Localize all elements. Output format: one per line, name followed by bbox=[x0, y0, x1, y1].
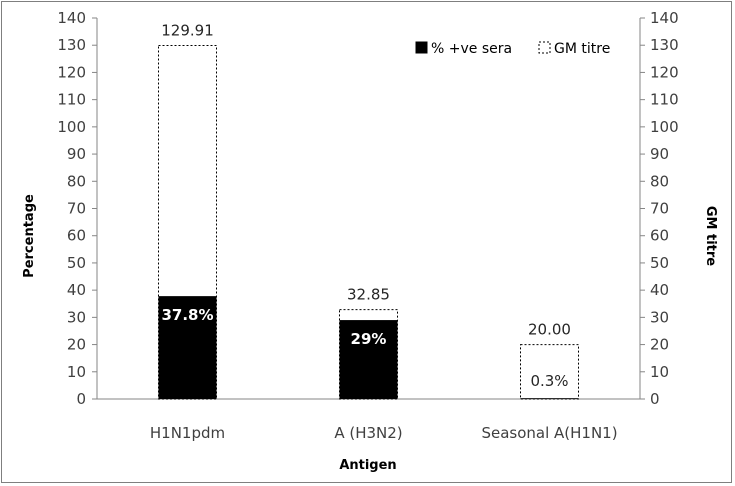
y2-tick-label: 80 bbox=[650, 172, 669, 190]
bar-label-gm-titre: 20.00 bbox=[528, 321, 571, 339]
y-tick-label: 10 bbox=[67, 363, 86, 381]
y2-tick-label: 10 bbox=[650, 363, 669, 381]
y2-tick-label: 120 bbox=[650, 63, 679, 81]
bar-label-positive-sera: 37.8% bbox=[161, 306, 213, 324]
y2-tick-label: 40 bbox=[650, 281, 669, 299]
x-tick-label: Seasonal A(H1N1) bbox=[481, 424, 617, 442]
bar-labels: 129.91 37.8% 32.85 29% 20.00 0.3% bbox=[161, 21, 571, 390]
y-tick-label: 120 bbox=[57, 63, 86, 81]
legend-swatch-positive-sera bbox=[415, 41, 428, 54]
y-tick-label: 110 bbox=[57, 91, 86, 109]
y-tick-label: 50 bbox=[67, 254, 86, 272]
y-tick-label: 80 bbox=[67, 172, 86, 190]
y2-tick-label: 60 bbox=[650, 227, 669, 245]
y2-tick-label: 100 bbox=[650, 118, 679, 136]
y2-tick-label: 0 bbox=[650, 390, 660, 408]
bar-positive-sera bbox=[158, 296, 217, 399]
y-tick-label: 40 bbox=[67, 281, 86, 299]
category-labels: H1N1pdm A (H3N2) Seasonal A(H1N1) bbox=[150, 424, 618, 442]
x-tick-label: H1N1pdm bbox=[150, 424, 225, 442]
y-tick-label: 70 bbox=[67, 200, 86, 218]
y2-tick-label: 70 bbox=[650, 200, 669, 218]
right-axis-ticks: 0 10 20 30 40 50 60 70 80 90 100 110 120 130 140 bbox=[640, 9, 679, 408]
bar-label-positive-sera: 0.3% bbox=[530, 372, 568, 390]
y-tick-label: 60 bbox=[67, 227, 86, 245]
x-axis-title: Antigen bbox=[339, 458, 396, 473]
y2-tick-label: 30 bbox=[650, 308, 669, 326]
bars bbox=[158, 44, 579, 400]
legend-label-positive-sera: % +ve sera bbox=[431, 41, 512, 57]
y-tick-label: 90 bbox=[67, 145, 86, 163]
y2-axis-title: GM titre bbox=[703, 206, 718, 266]
x-tick-label: A (H3N2) bbox=[334, 424, 402, 442]
y2-tick-label: 110 bbox=[650, 91, 679, 109]
y2-tick-label: 90 bbox=[650, 145, 669, 163]
bar-label-gm-titre: 129.91 bbox=[161, 21, 214, 39]
bar-positive-sera bbox=[520, 398, 579, 399]
y-axis-title: Percentage bbox=[22, 194, 37, 278]
bar-label-positive-sera: 29% bbox=[351, 330, 387, 348]
y2-tick-label: 130 bbox=[650, 36, 679, 54]
legend: % +ve sera GM titre bbox=[415, 41, 610, 57]
y2-tick-label: 20 bbox=[650, 336, 669, 354]
legend-label-gm-titre: GM titre bbox=[554, 41, 610, 57]
y2-tick-label: 140 bbox=[650, 9, 679, 27]
y-tick-label: 20 bbox=[67, 336, 86, 354]
y-tick-label: 30 bbox=[67, 308, 86, 326]
left-axis-ticks: 0 10 20 30 40 50 60 70 80 90 100 110 120 130 140 bbox=[57, 9, 97, 408]
bar-positive-sera bbox=[339, 320, 398, 399]
y-tick-label: 130 bbox=[57, 36, 86, 54]
y2-tick-label: 50 bbox=[650, 254, 669, 272]
legend-swatch-gm-titre bbox=[538, 41, 551, 54]
y-tick-label: 0 bbox=[76, 390, 86, 408]
bar-label-gm-titre: 32.85 bbox=[347, 286, 390, 304]
y-tick-label: 140 bbox=[57, 9, 86, 27]
bar-gm-titre bbox=[520, 344, 579, 400]
y-tick-label: 100 bbox=[57, 118, 86, 136]
